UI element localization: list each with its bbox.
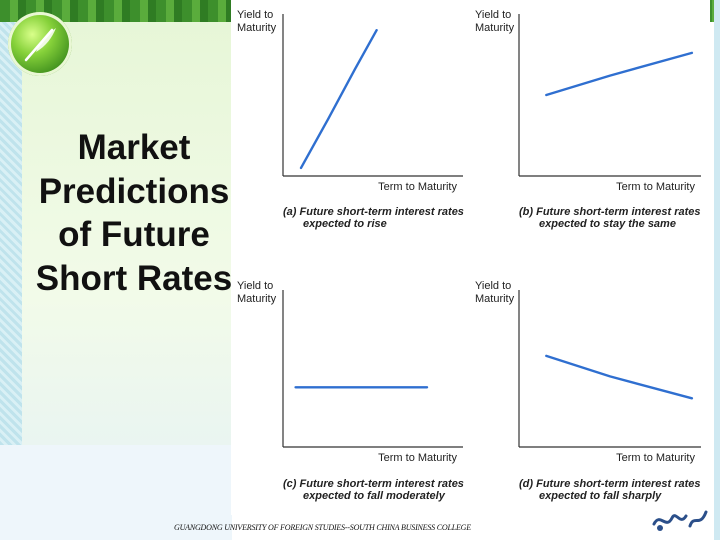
yield-curve-line <box>545 354 694 400</box>
slide-footer: GUANGDONG UNIVERSITY OF FOREIGN STUDIES-… <box>174 523 471 532</box>
college-logo-icon <box>8 12 72 76</box>
x-axis-label: Term to Maturity <box>616 452 695 464</box>
title-line: of Future <box>58 215 210 254</box>
x-axis-label: Term to Maturity <box>378 181 457 193</box>
calligraphy-decoration-icon <box>652 510 708 531</box>
panel-caption: expected to fall moderately <box>303 490 446 502</box>
yield-curve-line <box>545 51 694 97</box>
panel-caption: (c) Future short-term interest rates <box>283 478 464 490</box>
slide-bottom-band <box>0 445 232 540</box>
yield-curve-line <box>299 29 378 170</box>
title-line: Market <box>77 128 191 167</box>
slide-title: Market Predictions of Future Short Rates <box>18 126 250 300</box>
decorative-pattern-strip <box>0 0 22 445</box>
yield-curve-panel <box>282 14 463 177</box>
title-line: Short Rates <box>35 258 233 298</box>
yield-curve-panel <box>282 290 463 448</box>
panel-caption: (a) Future short-term interest rates <box>283 206 464 218</box>
leaf-pen-icon <box>24 28 56 62</box>
panel-caption: expected to fall sharply <box>539 490 662 502</box>
chart-panel-background <box>231 0 710 515</box>
panel-caption: (b) Future short-term interest rates <box>519 206 701 218</box>
x-axis-label: Term to Maturity <box>378 452 457 464</box>
y-axis-label: Maturity <box>237 293 277 305</box>
yield-curve-panel <box>518 14 701 177</box>
x-axis-label: Term to Maturity <box>616 181 695 193</box>
title-line: Predictions <box>38 171 230 211</box>
y-axis-label: Maturity <box>475 293 515 305</box>
y-axis-label: Yield to <box>237 9 273 21</box>
y-axis-label: Maturity <box>237 22 277 34</box>
panel-caption: expected to stay the same <box>539 218 676 230</box>
decorative-right-strip <box>714 0 720 540</box>
y-axis-label: Yield to <box>475 280 511 292</box>
panel-caption: expected to rise <box>303 218 387 230</box>
y-axis-label: Maturity <box>475 22 515 34</box>
yield-curve-panel <box>518 290 701 448</box>
y-axis-label: Yield to <box>475 9 511 21</box>
panel-caption: (d) Future short-term interest rates <box>519 478 701 490</box>
y-axis-label: Yield to <box>237 280 273 292</box>
